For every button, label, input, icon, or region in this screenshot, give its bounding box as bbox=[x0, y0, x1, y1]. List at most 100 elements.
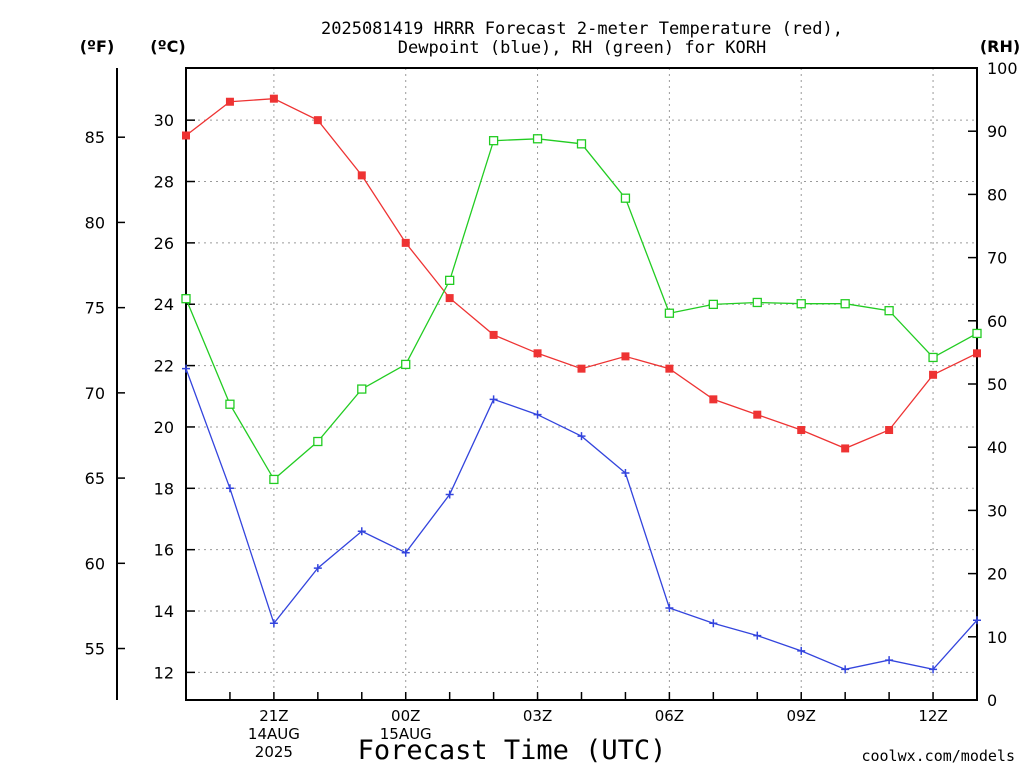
plot-frame bbox=[185, 67, 978, 701]
rh-tick-label: 50 bbox=[987, 375, 1007, 394]
temperature-point bbox=[841, 444, 850, 453]
temperature-point bbox=[753, 410, 762, 419]
dewpoint-point bbox=[973, 616, 981, 625]
dewpoint-point bbox=[621, 468, 630, 477]
series-dewpoint bbox=[182, 364, 981, 674]
dewpoint-point bbox=[445, 490, 454, 499]
dewpoint-point bbox=[885, 656, 894, 665]
x-axis-label: Forecast Time (UTC) bbox=[358, 735, 667, 766]
temperature-point bbox=[665, 364, 674, 373]
fahrenheit-tick-label: 60 bbox=[85, 554, 105, 573]
temperature-point bbox=[797, 426, 806, 435]
dewpoint-point bbox=[841, 665, 850, 674]
fahrenheit-tick-label: 80 bbox=[85, 213, 105, 232]
dewpoint-point bbox=[182, 364, 190, 373]
rh-unit-label: (RH) bbox=[980, 37, 1020, 56]
chart-title-line2: Dewpoint (blue), RH (green) for KORH bbox=[398, 38, 766, 58]
dewpoint-point bbox=[269, 619, 278, 628]
rh-point bbox=[972, 328, 982, 339]
rh-point bbox=[532, 134, 543, 144]
dewpoint-point bbox=[225, 484, 234, 493]
temperature-point bbox=[709, 395, 718, 404]
temperature-point bbox=[225, 97, 234, 106]
axes bbox=[116, 67, 978, 701]
temperature-point bbox=[973, 349, 981, 358]
rh-point bbox=[752, 297, 762, 308]
temperature-point bbox=[269, 94, 278, 103]
rh-tick-label: 80 bbox=[987, 185, 1007, 204]
chart-title-line1: 2025081419 HRRR Forecast 2-meter Tempera… bbox=[321, 19, 843, 39]
series-temperature bbox=[182, 94, 981, 453]
rh-point bbox=[269, 474, 279, 485]
x-tick-label: 06Z bbox=[655, 707, 684, 725]
temperature-point bbox=[357, 171, 366, 180]
temperature-point bbox=[445, 294, 454, 303]
rh-point bbox=[620, 193, 631, 203]
temperature-point bbox=[489, 330, 498, 339]
rh-line bbox=[185, 138, 978, 481]
dewpoint-point bbox=[533, 410, 542, 419]
data-series bbox=[181, 94, 982, 674]
x-tick-label: 03Z bbox=[523, 707, 552, 725]
temperature-point bbox=[885, 426, 894, 435]
dewpoint-point bbox=[929, 665, 938, 674]
dewpoint-point bbox=[313, 564, 322, 573]
x-tick-label: 00Z bbox=[391, 707, 420, 725]
dewpoint-point bbox=[709, 619, 718, 628]
dewpoint-line bbox=[185, 368, 978, 671]
fahrenheit-unit-label: (ºF) bbox=[80, 37, 115, 56]
dewpoint-point bbox=[401, 548, 410, 557]
temperature-point bbox=[401, 238, 410, 247]
dewpoint-point bbox=[665, 603, 674, 612]
temperature-line bbox=[185, 98, 978, 450]
x-tick-label: 12Z bbox=[918, 707, 947, 725]
celsius-tick-label: 14 bbox=[154, 602, 174, 621]
rh-point bbox=[181, 294, 191, 304]
celsius-tick-label: 30 bbox=[154, 111, 174, 130]
celsius-unit-label: (ºC) bbox=[150, 37, 185, 56]
celsius-tick-label: 12 bbox=[154, 663, 174, 682]
x-tick-label: 21Z bbox=[259, 707, 288, 725]
celsius-tick-label: 18 bbox=[154, 479, 174, 498]
gridlines bbox=[186, 68, 977, 700]
rh-point bbox=[840, 299, 850, 309]
temperature-point bbox=[929, 370, 938, 379]
rh-tick-label: 0 bbox=[987, 691, 997, 710]
x-tick-label: 09Z bbox=[787, 707, 816, 725]
series-rh bbox=[181, 134, 982, 485]
rh-tick-label: 60 bbox=[987, 312, 1007, 331]
celsius-tick-label: 24 bbox=[154, 295, 174, 314]
rh-point bbox=[796, 299, 806, 309]
celsius-tick-label: 20 bbox=[154, 418, 174, 437]
rh-tick-label: 100 bbox=[987, 59, 1018, 78]
temperature-point bbox=[182, 131, 190, 140]
temperature-point bbox=[577, 364, 586, 373]
x-tick-label: 2025 bbox=[255, 743, 293, 761]
rh-tick-label: 90 bbox=[987, 122, 1007, 141]
dewpoint-point bbox=[577, 432, 586, 441]
credit-text: coolwx.com/models bbox=[861, 747, 1015, 765]
dewpoint-point bbox=[357, 527, 366, 536]
rh-point bbox=[401, 359, 411, 370]
rh-tick-label: 30 bbox=[987, 501, 1007, 520]
fahrenheit-tick-label: 70 bbox=[85, 384, 105, 403]
rh-point bbox=[445, 275, 455, 286]
rh-point bbox=[708, 299, 718, 310]
rh-point bbox=[576, 139, 587, 149]
rh-point bbox=[488, 136, 499, 146]
rh-point bbox=[357, 384, 367, 394]
rh-point bbox=[313, 436, 323, 447]
celsius-tick-label: 22 bbox=[154, 357, 174, 376]
x-tick-label: 15AUG bbox=[380, 725, 432, 743]
fahrenheit-tick-label: 55 bbox=[85, 640, 105, 659]
temperature-point bbox=[533, 349, 542, 358]
rh-point bbox=[664, 308, 675, 318]
rh-tick-label: 40 bbox=[987, 438, 1007, 457]
fahrenheit-tick-label: 75 bbox=[85, 299, 105, 318]
rh-tick-label: 20 bbox=[987, 565, 1007, 584]
tick-labels: 12 14 16 18 20 22 24 26 28 30 55 60 65 70 75 80 85 0 10 20 3… bbox=[85, 59, 1018, 761]
rh-tick-label: 70 bbox=[987, 249, 1007, 268]
dewpoint-point bbox=[753, 631, 762, 640]
temperature-point bbox=[313, 116, 322, 125]
